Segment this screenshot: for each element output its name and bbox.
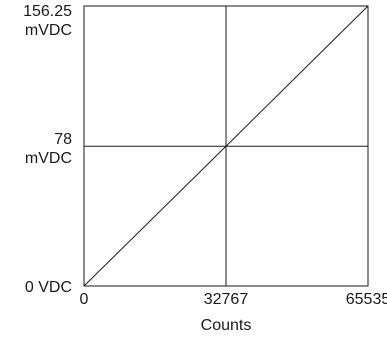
x-tick-label: 65535 [346,291,387,308]
y-tick-label-line: 0 VDC [25,279,72,296]
x-axis-label: Counts [201,317,252,334]
y-tick-label-line: mVDC [25,22,72,39]
series-line [83,5,369,287]
y-tick-label-line: mVDC [25,150,72,167]
y-tick-label: 0 VDC [25,279,72,296]
y-tick-label: 78 mVDC [25,131,72,167]
y-tick-label: 156.25 mVDC [23,3,72,39]
x-tick-label: 0 [80,291,89,308]
y-tick-label-line: 78 [54,131,72,148]
x-tick-label: 32767 [204,291,249,308]
y-tick-label-line: 156.25 [23,3,72,20]
